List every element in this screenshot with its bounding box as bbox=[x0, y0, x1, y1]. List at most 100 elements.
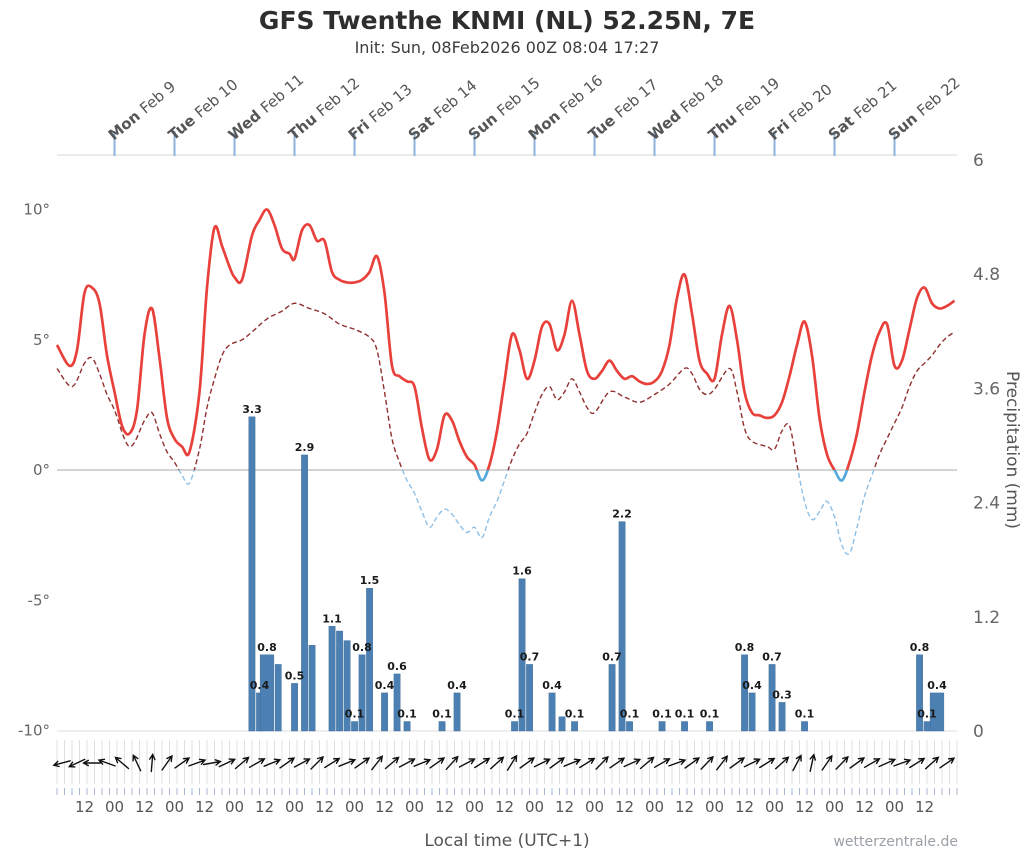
wind-barbs bbox=[52, 753, 956, 773]
svg-text:10°: 10° bbox=[23, 201, 50, 219]
svg-text:12: 12 bbox=[315, 798, 334, 816]
precip-bar bbox=[618, 521, 626, 732]
svg-text:3.3: 3.3 bbox=[242, 403, 262, 416]
precip-bar bbox=[381, 692, 388, 732]
svg-text:1.1: 1.1 bbox=[322, 612, 342, 625]
wind-arrow-icon bbox=[279, 757, 296, 769]
wind-arrow-icon bbox=[474, 757, 491, 769]
precip-bar bbox=[336, 630, 343, 732]
svg-text:12: 12 bbox=[435, 798, 454, 816]
precip-bar bbox=[801, 721, 808, 732]
wind-arrow-icon bbox=[909, 757, 926, 769]
svg-text:0.1: 0.1 bbox=[505, 708, 525, 721]
precip-bar bbox=[571, 721, 578, 732]
svg-text:5°: 5° bbox=[33, 331, 50, 349]
wind-arrow-icon bbox=[668, 758, 687, 767]
watermark: wetterzentrale.de bbox=[833, 834, 958, 850]
precip-bar bbox=[608, 664, 616, 732]
svg-text:12: 12 bbox=[195, 798, 214, 816]
svg-text:4.8: 4.8 bbox=[973, 265, 1000, 285]
wind-arrow-icon bbox=[939, 757, 956, 769]
wind-arrow-icon bbox=[639, 756, 655, 770]
series-lines bbox=[55, 208, 956, 555]
svg-text:0: 0 bbox=[973, 722, 984, 742]
svg-text:0.1: 0.1 bbox=[795, 708, 815, 721]
wind-arrow-icon bbox=[729, 757, 746, 769]
svg-text:12: 12 bbox=[915, 798, 934, 816]
wind-arrow-icon bbox=[743, 758, 761, 768]
wind-arrow-icon bbox=[293, 758, 311, 768]
precip-bar bbox=[778, 702, 786, 732]
svg-text:12: 12 bbox=[855, 798, 874, 816]
svg-text:12: 12 bbox=[555, 798, 574, 816]
svg-text:12: 12 bbox=[255, 798, 274, 816]
wind-arrow-icon bbox=[775, 756, 790, 770]
precip-bar bbox=[526, 664, 533, 732]
wind-arrow-icon bbox=[354, 757, 371, 769]
precip-bar bbox=[558, 716, 566, 732]
svg-text:12: 12 bbox=[495, 798, 514, 816]
wind-arrow-icon bbox=[609, 757, 626, 769]
svg-text:0.3: 0.3 bbox=[772, 688, 792, 701]
precip-bar bbox=[291, 683, 298, 732]
wind-arrow-icon bbox=[835, 755, 849, 770]
wind-arrow-icon bbox=[878, 758, 897, 768]
svg-text:00: 00 bbox=[285, 798, 304, 816]
wind-arrow-icon bbox=[653, 758, 671, 768]
wind-arrow-icon bbox=[792, 754, 802, 772]
svg-text:00: 00 bbox=[705, 798, 724, 816]
svg-text:00: 00 bbox=[885, 798, 904, 816]
wind-arrow-icon bbox=[684, 757, 701, 769]
precip-bar bbox=[916, 654, 923, 732]
precip-bar bbox=[453, 692, 461, 732]
wind-arrow-icon bbox=[263, 758, 282, 767]
precip-bar bbox=[658, 721, 666, 732]
svg-text:00: 00 bbox=[405, 798, 424, 816]
svg-text:12: 12 bbox=[75, 798, 94, 816]
svg-text:0.1: 0.1 bbox=[565, 708, 585, 721]
wind-arrow-icon bbox=[821, 754, 833, 771]
precip-bar bbox=[768, 664, 776, 732]
precip-bar bbox=[548, 692, 556, 732]
svg-text:00: 00 bbox=[765, 798, 784, 816]
x-axis-title: Local time (UTC+1) bbox=[424, 831, 590, 851]
wind-arrow-icon bbox=[519, 757, 536, 769]
wind-arrow-icon bbox=[324, 757, 341, 769]
time-comb bbox=[56, 740, 958, 795]
precip-bar bbox=[706, 721, 713, 732]
svg-text:00: 00 bbox=[585, 798, 604, 816]
wind-arrow-icon bbox=[52, 760, 71, 768]
wind-arrow-icon bbox=[506, 754, 518, 771]
svg-text:0.6: 0.6 bbox=[387, 660, 407, 673]
precip-bar bbox=[393, 673, 401, 732]
svg-text:0.1: 0.1 bbox=[432, 708, 452, 721]
wind-arrow-icon bbox=[700, 755, 714, 770]
dew-point-line-subzero bbox=[178, 470, 875, 555]
wind-arrow-icon bbox=[759, 757, 776, 769]
wind-arrow-icon bbox=[310, 755, 325, 770]
precip-bar bbox=[403, 721, 411, 732]
svg-text:00: 00 bbox=[225, 798, 244, 816]
svg-text:Sun Feb 22: Sun Feb 22 bbox=[885, 74, 964, 144]
wind-arrow-icon bbox=[114, 756, 130, 770]
precip-bar bbox=[259, 654, 275, 732]
precip-bar bbox=[248, 416, 256, 732]
svg-text:1.6: 1.6 bbox=[512, 565, 532, 578]
wind-arrow-icon bbox=[533, 758, 551, 768]
wind-arrow-icon bbox=[338, 758, 357, 767]
precip-bar bbox=[923, 721, 931, 732]
svg-text:2.9: 2.9 bbox=[295, 441, 315, 454]
precip-bar bbox=[308, 645, 316, 732]
svg-text:0.1: 0.1 bbox=[397, 708, 417, 721]
wind-arrow-icon bbox=[595, 755, 609, 770]
wind-arrow-icon bbox=[97, 758, 116, 767]
svg-text:0.1: 0.1 bbox=[917, 708, 937, 721]
svg-text:0.1: 0.1 bbox=[675, 708, 695, 721]
wind-arrow-icon bbox=[563, 758, 582, 767]
wind-arrow-icon bbox=[371, 755, 384, 771]
precip-bar bbox=[358, 654, 366, 732]
precip-bar bbox=[741, 654, 748, 732]
wind-arrow-icon bbox=[413, 758, 432, 767]
precip-bars bbox=[248, 416, 945, 732]
